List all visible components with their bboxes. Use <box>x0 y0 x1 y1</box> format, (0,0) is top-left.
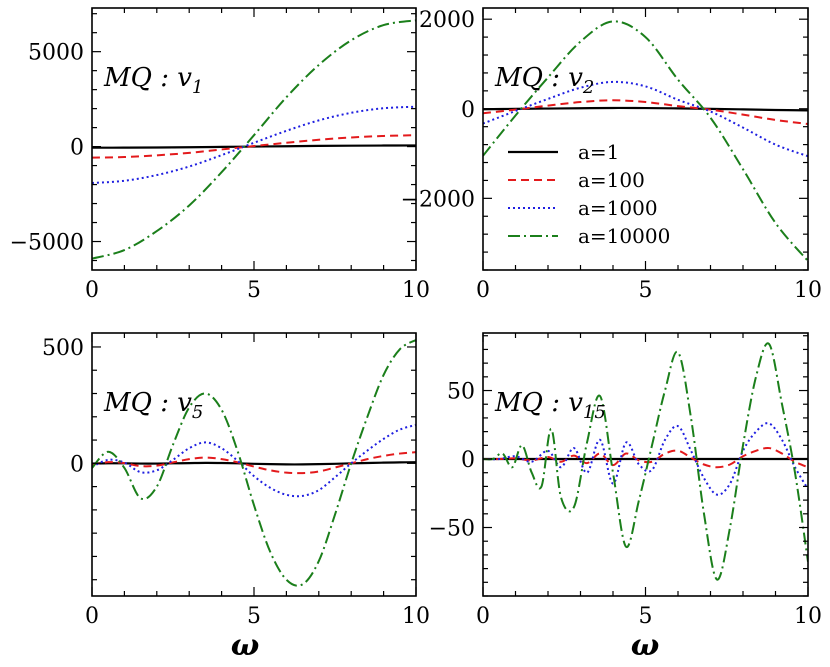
series-line-a-100 <box>483 446 808 469</box>
x-tick-label: 0 <box>476 278 490 303</box>
plot-area <box>92 339 416 587</box>
y-tick-label: 0 <box>70 452 84 477</box>
y-tick-label: 0 <box>461 98 475 123</box>
y-tick-label: 0 <box>461 448 475 473</box>
series-line-a-1000 <box>483 422 808 496</box>
series-line-a-100 <box>92 451 416 475</box>
legend: a=1 a=100 a=1000 a=10000 <box>508 140 670 248</box>
plot-area <box>92 19 416 260</box>
legend-entry: a=10000 <box>578 224 670 248</box>
series-line-a-1 <box>92 461 416 466</box>
series-line-a-10000 <box>92 19 416 260</box>
y-tick-label: 0 <box>70 136 84 161</box>
y-tick-label: −2000 <box>401 187 475 212</box>
panel-label: MQ : v1 <box>103 63 203 98</box>
x-axis-label-left: ω <box>231 628 260 663</box>
y-tick-label: 500 <box>42 336 84 361</box>
x-tick-label: 10 <box>402 604 430 629</box>
plot-area <box>483 342 808 581</box>
series-line-a-100 <box>92 134 416 159</box>
series-line-a-100 <box>483 99 808 125</box>
series-line-a-10000 <box>483 342 808 581</box>
x-tick-label: 10 <box>794 604 822 629</box>
x-tick-label: 5 <box>247 604 261 629</box>
x-tick-label: 10 <box>794 278 822 303</box>
panel-v15: 0 5 10 −50 0 50 MQ : v15 <box>429 332 822 629</box>
panel-v2: 0 5 10 −2000 0 2000 MQ : v2 <box>401 7 822 303</box>
series-line-a-1000 <box>92 423 416 498</box>
y-tick-label: −50 <box>429 517 475 542</box>
y-tick-label: −5000 <box>10 231 84 256</box>
series-line-a-10000 <box>92 339 416 587</box>
plot-area <box>483 20 808 262</box>
x-tick-label: 5 <box>639 278 653 303</box>
panel-label: MQ : v15 <box>494 388 606 423</box>
series-line-a-1000 <box>92 105 416 185</box>
axes-frame <box>482 332 809 597</box>
legend-entry: a=100 <box>578 168 645 192</box>
x-tick-label: 5 <box>247 278 261 303</box>
panel-label: MQ : v2 <box>494 63 594 98</box>
x-tick-label: 0 <box>85 278 99 303</box>
series-line-a-1 <box>483 106 808 112</box>
series-line-a-1000 <box>483 80 808 158</box>
legend-entry: a=1 <box>578 140 619 164</box>
legend-entry: a=1000 <box>578 196 658 220</box>
x-tick-label: 10 <box>402 278 430 303</box>
y-tick-label: 50 <box>447 380 475 405</box>
x-tick-label: 5 <box>639 604 653 629</box>
y-tick-label: 5000 <box>28 41 84 66</box>
x-tick-label: 0 <box>476 604 490 629</box>
panel-label: MQ : v5 <box>103 388 203 423</box>
panel-v5: 0 5 10 0 500 MQ : v5 <box>42 332 430 629</box>
x-axis-label-right: ω <box>631 628 660 663</box>
x-tick-label: 0 <box>85 604 99 629</box>
series-line-a-10000 <box>483 20 808 262</box>
y-tick-label: 2000 <box>419 8 475 33</box>
axes-frame <box>91 7 417 271</box>
